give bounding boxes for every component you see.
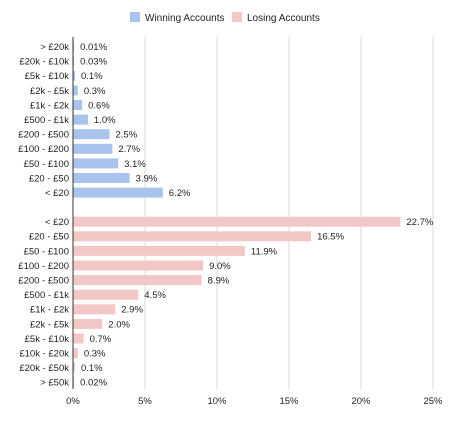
data-label: 22.7% bbox=[406, 217, 433, 228]
data-label: 0.02% bbox=[80, 378, 107, 389]
data-label: 0.03% bbox=[80, 57, 107, 68]
x-tick-label: 5% bbox=[138, 396, 152, 407]
bar bbox=[73, 260, 204, 271]
x-tick-label: 20% bbox=[351, 396, 371, 407]
category-label: £1k - £2k bbox=[30, 305, 69, 316]
bar bbox=[73, 318, 103, 329]
bar bbox=[73, 56, 75, 67]
category-label: > £20k bbox=[40, 42, 69, 53]
data-label: 6.2% bbox=[169, 188, 191, 199]
bar bbox=[73, 129, 110, 140]
bar bbox=[73, 275, 202, 286]
category-label: £500 - £1k bbox=[24, 115, 69, 126]
data-label: 3.1% bbox=[124, 159, 146, 170]
data-label: 8.9% bbox=[208, 276, 230, 287]
data-label: 0.7% bbox=[90, 334, 112, 345]
category-label: £200 - £500 bbox=[18, 276, 69, 287]
data-label: 1.0% bbox=[94, 115, 116, 126]
category-label: £20k - £10k bbox=[19, 57, 69, 68]
legend-swatch bbox=[232, 12, 242, 22]
data-label: 0.3% bbox=[84, 349, 106, 360]
category-label: £100 - £200 bbox=[18, 261, 69, 272]
bar bbox=[73, 377, 75, 388]
data-label: 0.6% bbox=[88, 100, 110, 111]
category-label: £5k - £10k bbox=[25, 334, 70, 345]
bar bbox=[73, 41, 75, 52]
legend-label: Winning Accounts bbox=[145, 13, 225, 24]
category-label: £50 - £100 bbox=[24, 246, 69, 257]
data-label: 0.3% bbox=[84, 86, 106, 97]
bar bbox=[73, 187, 163, 198]
category-label: £20k - £50k bbox=[19, 363, 69, 374]
category-label: £2k - £5k bbox=[30, 319, 69, 330]
category-label: £10k - £20k bbox=[19, 349, 69, 360]
category-label: £50 - £100 bbox=[24, 159, 69, 170]
category-label: £500 - £1k bbox=[24, 290, 69, 301]
data-label: 4.5% bbox=[144, 290, 166, 301]
bar bbox=[73, 85, 78, 96]
bar bbox=[73, 231, 312, 242]
bars bbox=[73, 41, 401, 388]
bar bbox=[73, 100, 83, 110]
bar bbox=[73, 245, 245, 256]
bar bbox=[73, 333, 84, 344]
category-label: £200 - £500 bbox=[18, 130, 69, 141]
legend-label: Losing Accounts bbox=[247, 13, 320, 24]
category-label: £100 - £200 bbox=[18, 144, 69, 155]
data-label: 2.9% bbox=[121, 305, 143, 316]
x-tick-label: 10% bbox=[207, 396, 227, 407]
gridlines bbox=[72, 37, 434, 389]
bar bbox=[73, 216, 401, 227]
data-label: 0.1% bbox=[81, 363, 103, 374]
category-label: £20 - £50 bbox=[29, 173, 69, 184]
category-label: < £20 bbox=[45, 188, 69, 199]
category-label: < £20 bbox=[45, 217, 69, 228]
data-label: 11.9% bbox=[251, 246, 278, 257]
bar bbox=[73, 304, 116, 315]
data-label: 9.0% bbox=[209, 261, 231, 272]
x-tick-label: 25% bbox=[423, 396, 443, 407]
category-label: £20 - £50 bbox=[29, 232, 69, 243]
category-label: £1k - £2k bbox=[30, 100, 69, 111]
legend-swatch bbox=[130, 12, 140, 22]
data-label: 0.01% bbox=[80, 42, 107, 53]
data-label: 0.1% bbox=[81, 71, 103, 82]
bar bbox=[73, 348, 78, 359]
bar bbox=[73, 173, 130, 183]
data-label: 2.5% bbox=[116, 130, 138, 141]
data-label: 2.7% bbox=[118, 144, 140, 155]
bar bbox=[73, 158, 119, 169]
x-tick-label: 0% bbox=[66, 396, 80, 407]
bar bbox=[73, 114, 88, 125]
category-label: > £50k bbox=[40, 378, 69, 389]
x-tick-label: 15% bbox=[279, 396, 299, 407]
data-label: 16.5% bbox=[317, 232, 344, 243]
bar bbox=[73, 289, 139, 300]
bar bbox=[73, 362, 75, 373]
data-label: 3.9% bbox=[136, 173, 158, 184]
bar bbox=[73, 143, 113, 154]
legend: Winning Accounts Losing Accounts bbox=[130, 12, 320, 24]
category-label: £5k - £10k bbox=[25, 71, 70, 82]
category-label: £2k - £5k bbox=[30, 86, 69, 97]
labels: 0% 5% 10% 15% 20% 25% > £20k 0.01% £20k - £10k 0.… bbox=[18, 42, 443, 407]
bar bbox=[73, 70, 75, 81]
data-label: 2.0% bbox=[108, 319, 130, 330]
